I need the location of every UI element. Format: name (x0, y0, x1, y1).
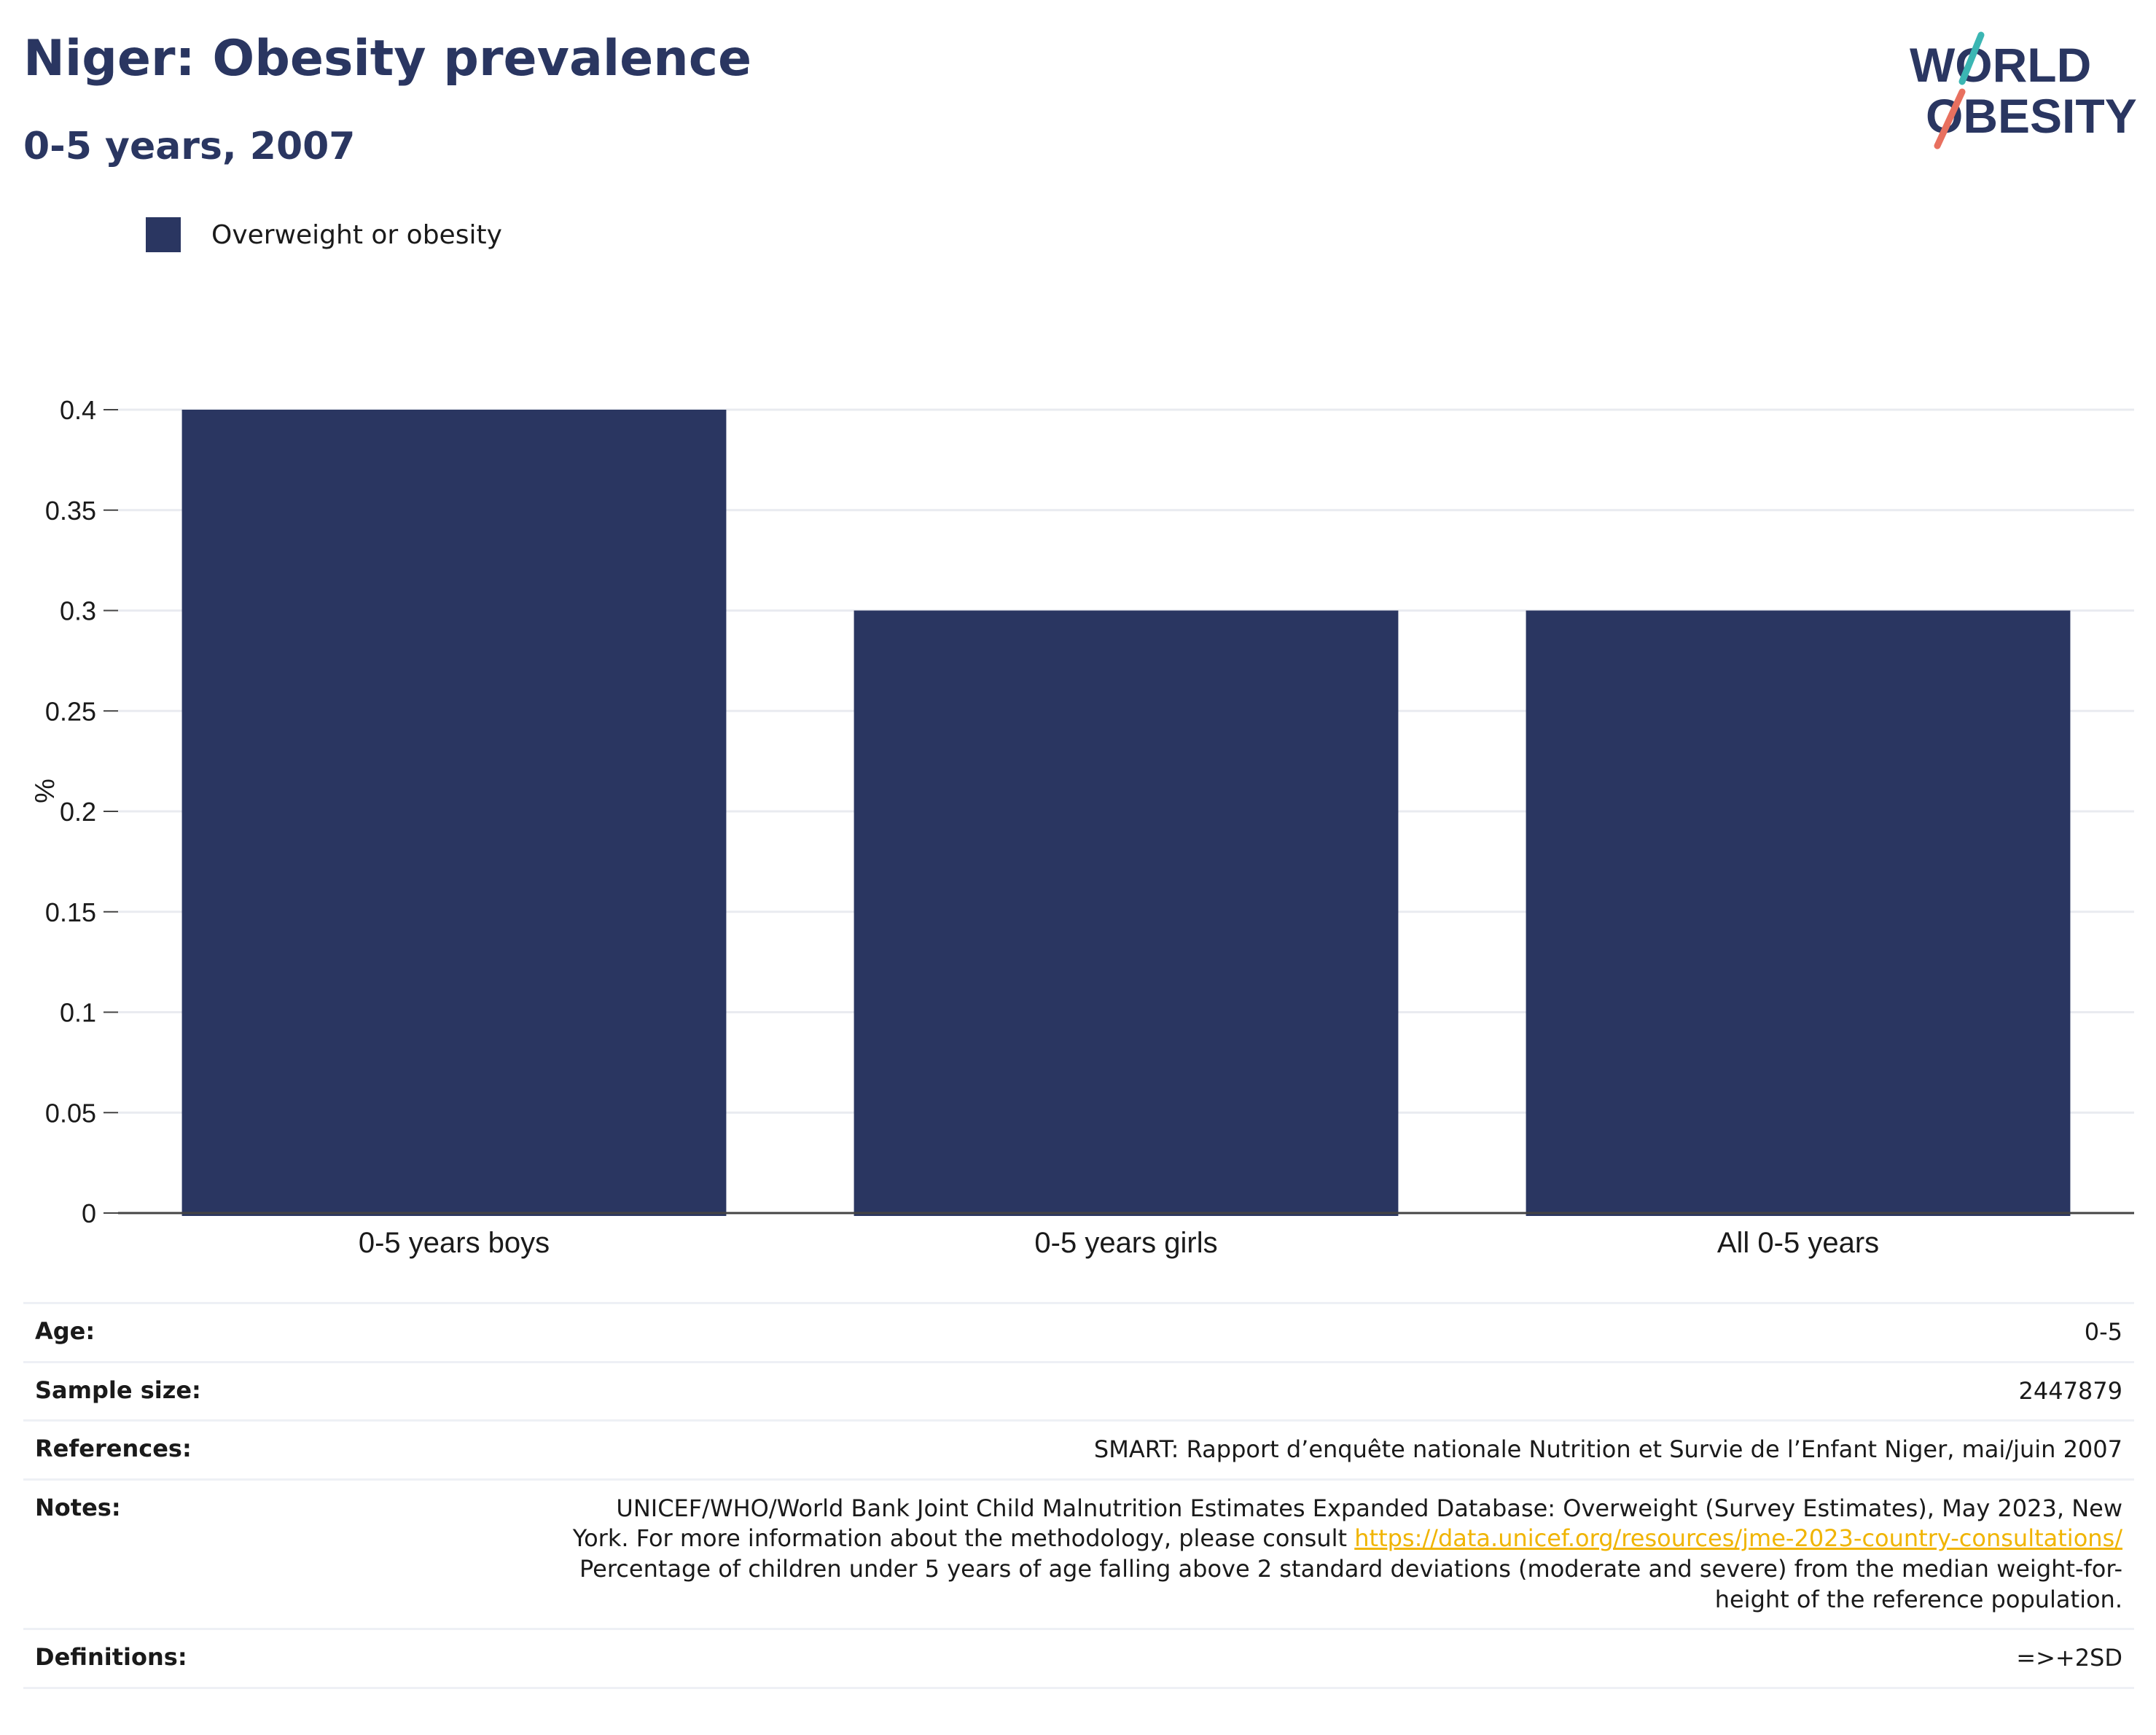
sample-size-value: 2447879 (236, 1360, 2134, 1421)
notes-line-2: York. For more information about the met… (248, 1524, 2122, 1554)
notes-line-1: UNICEF/WHO/World Bank Joint Child Malnut… (616, 1494, 2122, 1522)
notes-line-2-text: York. For more information about the met… (572, 1524, 1355, 1553)
logo-teal-slash (1958, 31, 1985, 85)
definitions-value: =>+2SD (236, 1628, 2134, 1689)
info-row-sample-size: Sample size: 2447879 (23, 1360, 2134, 1421)
legend-label: Overweight or obesity (211, 219, 502, 250)
y-tick-label: 0.05 (45, 1098, 96, 1128)
y-tick-label: 0.2 (60, 797, 96, 827)
notes-line-4: height of the reference population. (1714, 1585, 2122, 1613)
methodology-link[interactable]: https://data.unicef.org/resources/jme-20… (1354, 1524, 2122, 1553)
legend-swatch (146, 217, 181, 252)
y-tick-label: 0.1 (60, 998, 96, 1028)
logo-coral-slash (1934, 88, 1966, 149)
info-table: Age: 0-5 Sample size: 2447879 References… (23, 1302, 2134, 1689)
page-title: Niger: Obesity prevalence (23, 30, 752, 87)
info-row-notes: Notes: UNICEF/WHO/World Bank Joint Child… (23, 1478, 2134, 1629)
sample-size-label: Sample size: (23, 1360, 236, 1421)
info-row-definitions: Definitions: =>+2SD (23, 1628, 2134, 1689)
references-label: References: (23, 1419, 236, 1480)
logo-word-world: WORLD (1910, 38, 2091, 92)
axes: 0 0.05 0.1 0.15 0.2 0.25 0.3 0.35 0.4 0-5 years b… (45, 395, 2134, 1259)
definitions-label: Definitions: (23, 1628, 236, 1689)
y-tick-label: 0.35 (45, 496, 96, 526)
bar-0-5-years-boys (181, 410, 727, 1216)
info-row-age: Age: 0-5 (23, 1302, 2134, 1362)
notes-label: Notes: (23, 1478, 236, 1629)
age-label: Age: (23, 1302, 236, 1362)
notes-value: UNICEF/WHO/World Bank Joint Child Malnut… (236, 1478, 2134, 1629)
x-tick-label: 0-5 years girls (1034, 1227, 1217, 1259)
bar-all-0-5-years (1526, 610, 2071, 1216)
bar-chart: 0 0.05 0.1 0.15 0.2 0.25 0.3 0.35 0.4 0-5 years b… (30, 395, 2134, 1259)
y-tick-label: 0.25 (45, 696, 96, 726)
notes-line-3: Percentage of children under 5 years of … (579, 1554, 2122, 1583)
bars (181, 410, 2071, 1216)
page-subtitle: 0-5 years, 2007 (23, 125, 356, 168)
x-tick-label: 0-5 years boys (359, 1227, 550, 1259)
info-row-references: References: SMART: Rapport d’enquête nat… (23, 1419, 2134, 1480)
y-axis-label: % (30, 779, 60, 803)
y-tick-label: 0.4 (60, 395, 96, 425)
chart-legend: Overweight or obesity (146, 217, 502, 252)
y-tick-label: 0 (82, 1198, 96, 1228)
world-obesity-logo: WORLD OBESITY (1910, 31, 2137, 149)
references-value: SMART: Rapport d’enquête nationale Nutri… (236, 1419, 2134, 1480)
y-tick-label: 0.15 (45, 897, 96, 927)
x-tick-label: All 0-5 years (1717, 1227, 1879, 1259)
y-tick-label: 0.3 (60, 596, 96, 626)
age-value: 0-5 (236, 1302, 2134, 1362)
bar-0-5-years-girls (854, 610, 1399, 1216)
